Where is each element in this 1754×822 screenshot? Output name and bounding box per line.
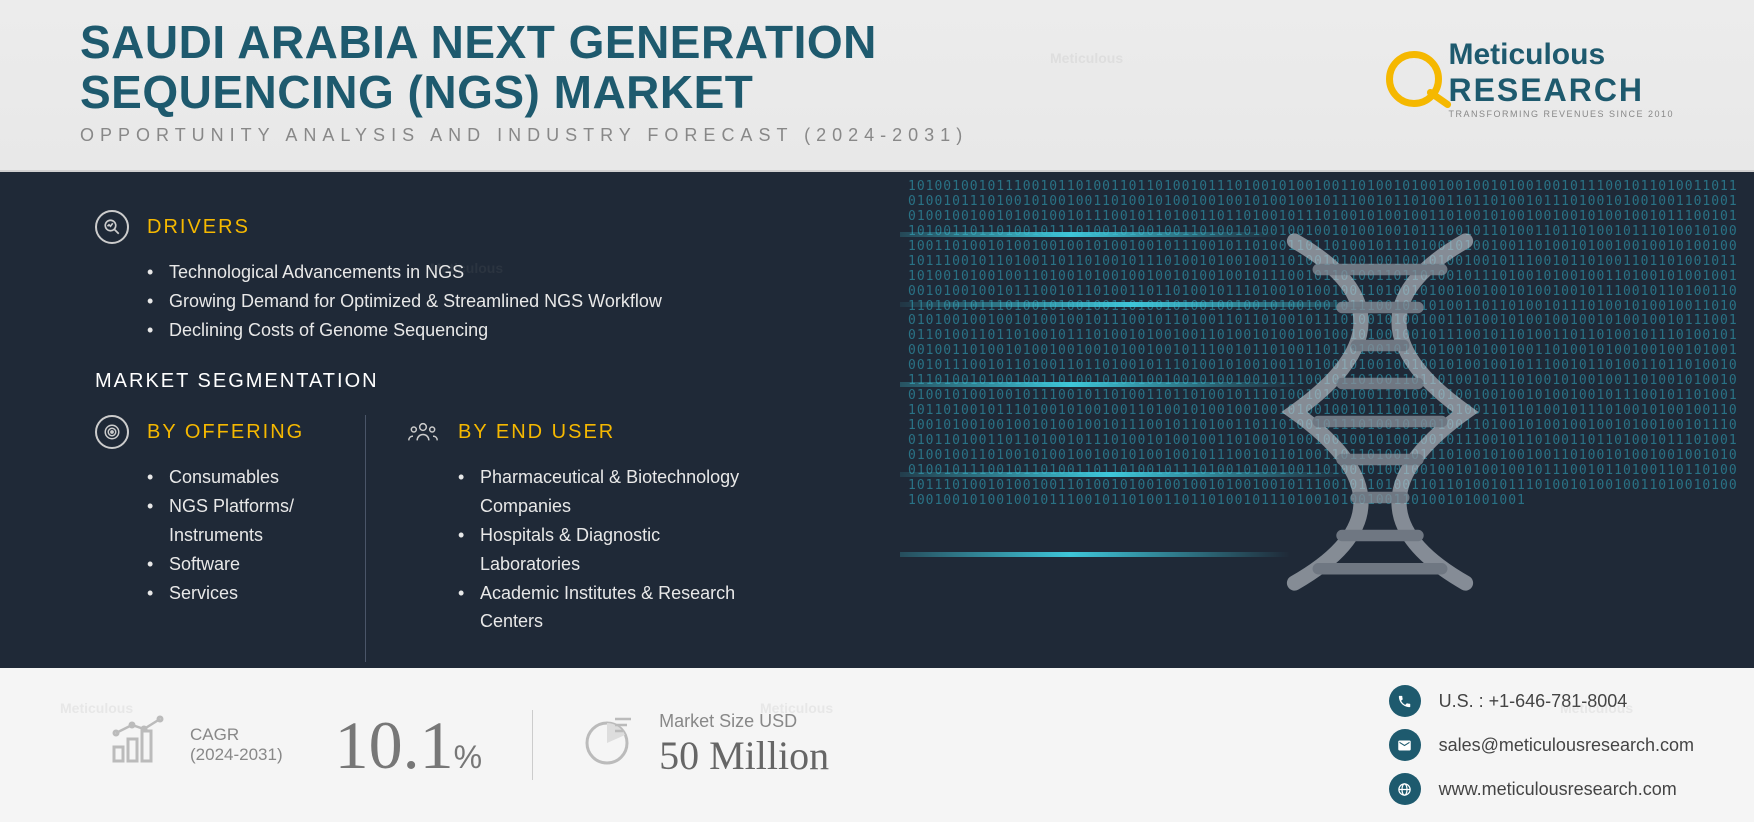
logo-tagline: TRANSFORMING REVENUES SINCE 2010 — [1448, 109, 1674, 119]
list-item: Technological Advancements in NGS — [147, 258, 880, 287]
email-icon — [1389, 729, 1421, 761]
chart-growth-icon — [110, 715, 168, 776]
list-item: Academic Institutes & Research Centers — [458, 579, 765, 637]
dna-helix-icon — [1130, 222, 1630, 602]
divider — [532, 710, 533, 780]
offering-label: BY OFFERING — [147, 421, 304, 444]
people-icon — [406, 415, 440, 449]
page-title: SAUDI ARABIA NEXT GENERATION SEQUENCING … — [80, 18, 1180, 117]
target-icon — [95, 415, 129, 449]
list-item: Pharmaceutical & Biotechnology Companies — [458, 463, 765, 521]
dna-visual: 1010010010111001011010011011010010111010… — [900, 172, 1754, 668]
phone-icon — [1389, 685, 1421, 717]
website-text: www.meticulousresearch.com — [1439, 779, 1677, 800]
title-block: SAUDI ARABIA NEXT GENERATION SEQUENCING … — [80, 18, 1180, 146]
phone-text: U.S. : +1-646-781-8004 — [1439, 691, 1628, 712]
page-subtitle: OPPORTUNITY ANALYSIS AND INDUSTRY FORECA… — [80, 125, 1180, 146]
pie-chart-icon — [583, 713, 637, 778]
list-item: Growing Demand for Optimized & Streamlin… — [147, 287, 880, 316]
footer-bar: CAGR (2024-2031) 10.1% Market Size USD 5… — [0, 668, 1754, 822]
cagr-metric: CAGR (2024-2031) 10.1% — [110, 706, 482, 785]
enduser-column: BY END USER Pharmaceutical & Biotechnolo… — [365, 415, 765, 662]
globe-icon — [1389, 773, 1421, 805]
offering-column: BY OFFERING Consumables NGS Platforms/ I… — [95, 415, 365, 662]
enduser-label: BY END USER — [458, 421, 615, 444]
magnifier-icon — [1386, 51, 1442, 107]
marketsize-metric: Market Size USD 50 Million — [583, 711, 829, 779]
drivers-heading: DRIVERS — [95, 210, 880, 244]
cagr-unit: % — [454, 739, 482, 775]
header-bar: SAUDI ARABIA NEXT GENERATION SEQUENCING … — [0, 0, 1754, 172]
cagr-period: (2024-2031) — [190, 745, 283, 765]
drivers-list: Technological Advancements in NGS Growin… — [147, 258, 880, 344]
list-item: NGS Platforms/ Instruments — [147, 492, 365, 550]
list-item: Services — [147, 579, 365, 608]
marketsize-label: Market Size USD — [659, 711, 829, 732]
logo-word-1: Meticulous — [1448, 38, 1605, 71]
segmentation-heading: MARKET SEGMENTATION — [95, 370, 880, 393]
drivers-label: DRIVERS — [147, 216, 250, 239]
list-item: Declining Costs of Genome Sequencing — [147, 316, 880, 345]
contact-phone: U.S. : +1-646-781-8004 — [1389, 685, 1694, 717]
cagr-label: CAGR — [190, 725, 283, 745]
analysis-icon — [95, 210, 129, 244]
contact-website: www.meticulousresearch.com — [1389, 773, 1694, 805]
email-text: sales@meticulousresearch.com — [1439, 735, 1694, 756]
marketsize-value: 50 Million — [659, 732, 829, 779]
content-column: DRIVERS Technological Advancements in NG… — [0, 172, 900, 668]
list-item: Hospitals & Diagnostic Laboratories — [458, 521, 765, 579]
list-item: Software — [147, 550, 365, 579]
contact-block: U.S. : +1-646-781-8004 sales@meticulousr… — [1389, 685, 1694, 805]
brand-logo: Meticulous RESEARCH TRANSFORMING REVENUE… — [1386, 18, 1674, 119]
list-item: Consumables — [147, 463, 365, 492]
logo-word-2: RESEARCH — [1448, 72, 1674, 109]
main-panel: DRIVERS Technological Advancements in NG… — [0, 172, 1754, 668]
contact-email: sales@meticulousresearch.com — [1389, 729, 1694, 761]
cagr-value: 10.1 — [335, 707, 454, 783]
